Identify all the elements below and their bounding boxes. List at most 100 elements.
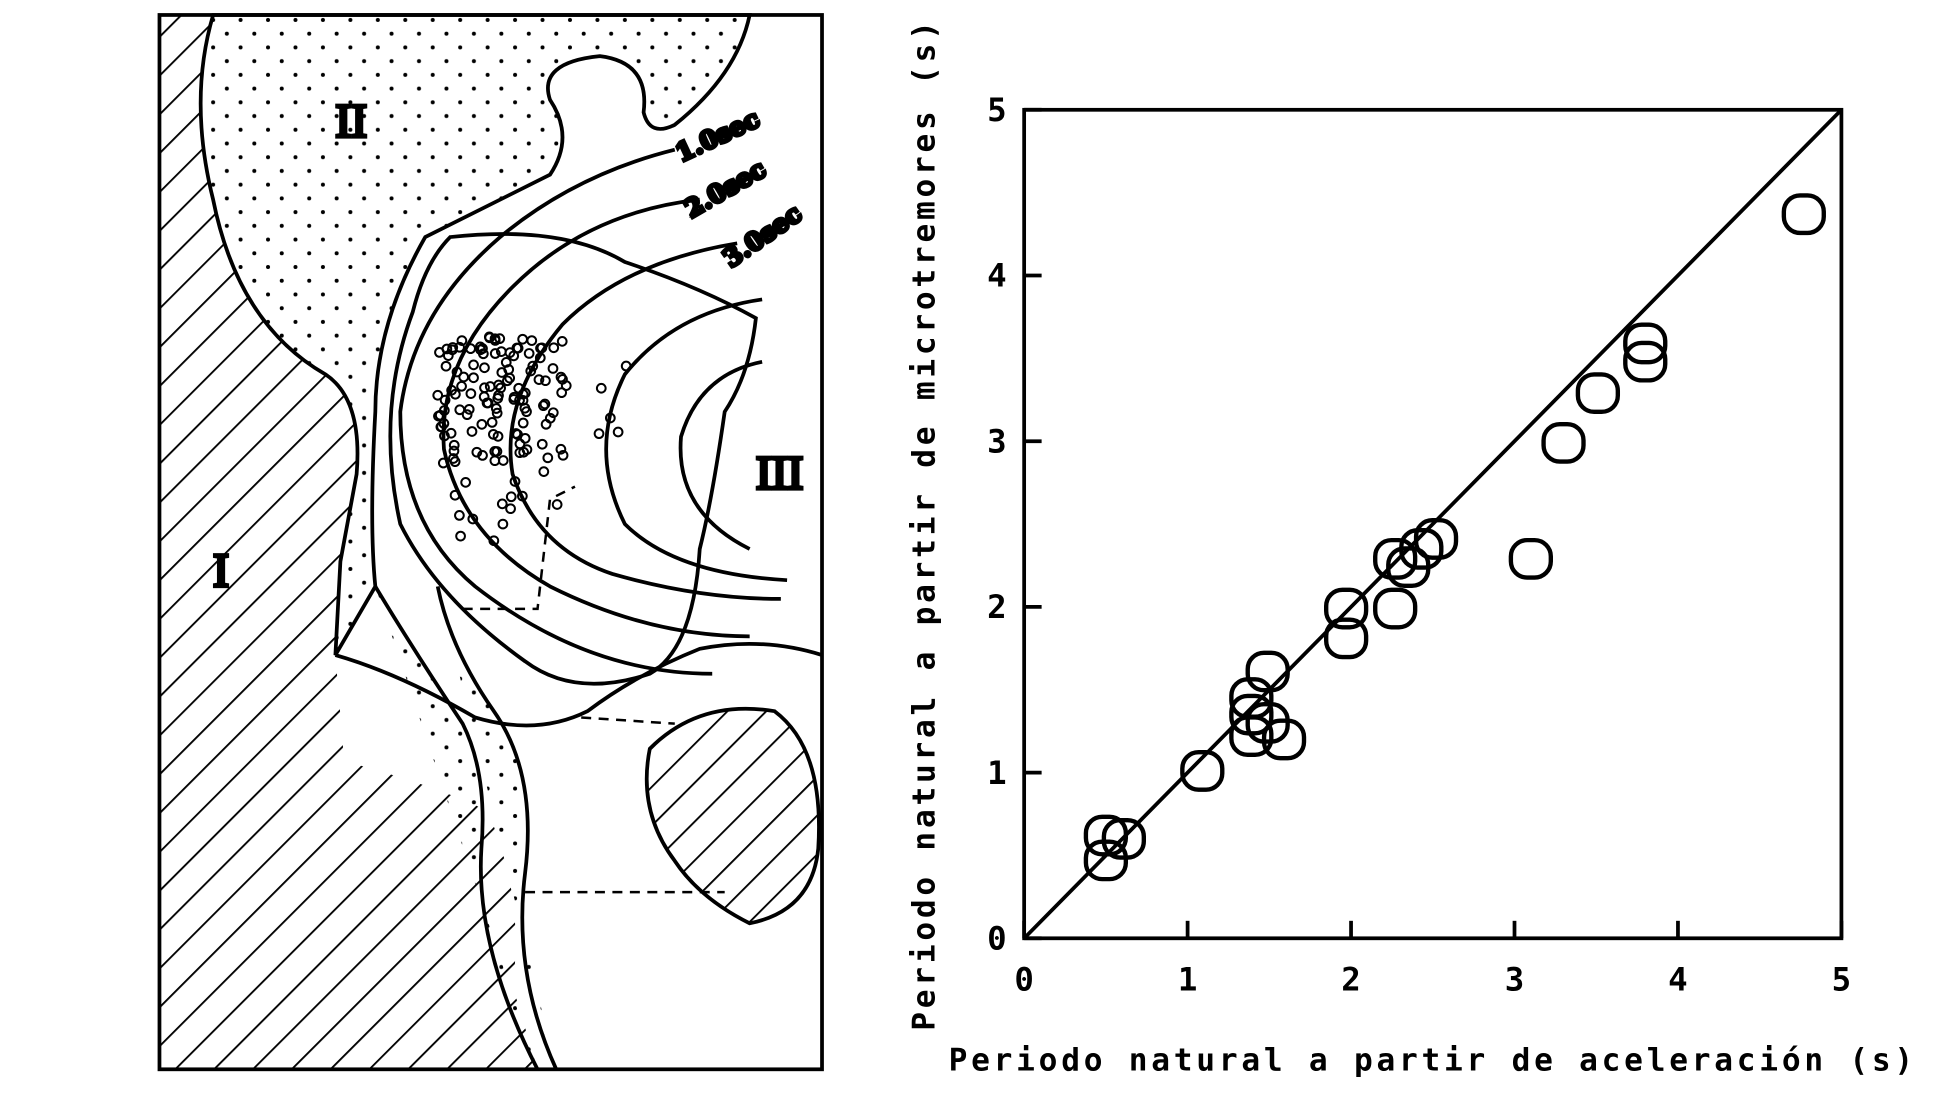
x-tick-label: 5 <box>1832 961 1852 999</box>
station <box>463 403 475 415</box>
contour-label: 2.0sec <box>680 154 771 223</box>
station <box>448 439 460 451</box>
station <box>547 407 559 419</box>
station <box>461 409 473 421</box>
point <box>1324 587 1369 630</box>
station <box>539 398 551 410</box>
station <box>489 333 501 345</box>
y-tick-label: 4 <box>987 257 1007 295</box>
station <box>433 410 444 422</box>
station <box>477 450 488 461</box>
station <box>493 390 504 401</box>
point <box>1508 537 1553 580</box>
station <box>455 530 466 542</box>
point <box>1373 587 1418 630</box>
x-axis-label: Periodo natural a partir de aceleración … <box>949 1043 1917 1079</box>
station <box>456 380 467 392</box>
zone-i-area <box>159 14 538 1070</box>
station <box>458 371 470 383</box>
station <box>448 445 460 457</box>
station <box>454 510 465 521</box>
station <box>488 535 500 547</box>
station <box>479 382 490 394</box>
station <box>555 371 567 383</box>
station <box>465 343 476 355</box>
y-tick-label: 0 <box>987 920 1007 958</box>
station <box>476 418 488 430</box>
zone-label: II <box>335 96 367 148</box>
station <box>432 389 444 401</box>
contour-label: 3.0sec <box>718 199 807 274</box>
station <box>505 503 516 515</box>
station <box>446 384 457 396</box>
point <box>1781 193 1826 236</box>
station <box>516 490 528 502</box>
station <box>489 348 501 359</box>
map: I II III 1.0sec 2.0sec 3.0sec <box>157 13 824 1072</box>
station <box>451 366 463 378</box>
station <box>542 452 554 464</box>
station <box>514 394 525 406</box>
station <box>519 432 531 444</box>
point <box>1623 340 1668 383</box>
station <box>557 449 569 461</box>
station <box>551 499 563 510</box>
contour <box>441 197 750 639</box>
station <box>523 348 535 359</box>
station <box>491 407 503 419</box>
station <box>439 430 450 442</box>
station <box>493 379 504 391</box>
station <box>540 375 551 387</box>
station <box>477 343 488 354</box>
station <box>466 426 478 437</box>
station <box>556 335 568 347</box>
point <box>1413 518 1459 560</box>
station <box>620 360 632 372</box>
y-axis-label: Periodo natural a partir de microtremore… <box>906 17 942 1030</box>
station <box>474 341 486 353</box>
station <box>517 333 529 345</box>
x-tick-label: 0 <box>1014 961 1034 999</box>
station <box>526 335 538 346</box>
identity-line <box>1022 108 1843 940</box>
contour <box>678 360 763 551</box>
zone-label: III <box>756 448 803 500</box>
point <box>1324 617 1369 660</box>
station <box>533 374 545 385</box>
station <box>519 387 531 399</box>
station <box>547 363 559 374</box>
contour <box>398 147 713 676</box>
point <box>1101 817 1147 860</box>
station <box>555 443 567 455</box>
station <box>439 394 451 406</box>
x-tick-label: 3 <box>1505 961 1525 999</box>
station <box>525 365 537 377</box>
station <box>487 428 499 440</box>
station <box>449 489 461 501</box>
point <box>1575 372 1621 415</box>
station <box>446 344 458 356</box>
station <box>593 428 605 440</box>
station <box>604 412 616 424</box>
station <box>538 466 550 477</box>
zone-label: I <box>213 545 229 597</box>
station <box>497 518 509 530</box>
station <box>536 438 548 450</box>
station <box>465 388 477 399</box>
station <box>486 417 498 428</box>
point <box>1083 814 1129 857</box>
y-tick-label: 1 <box>987 754 1007 792</box>
x-tick-label: 4 <box>1668 961 1688 999</box>
y-tick-label: 3 <box>987 422 1007 460</box>
boundary <box>334 641 823 728</box>
station <box>482 397 494 409</box>
station <box>504 372 516 384</box>
station <box>508 394 520 405</box>
station <box>467 513 479 525</box>
point <box>1261 718 1307 761</box>
y-tick-label: 5 <box>987 91 1007 129</box>
station <box>468 372 479 384</box>
station <box>595 382 607 394</box>
